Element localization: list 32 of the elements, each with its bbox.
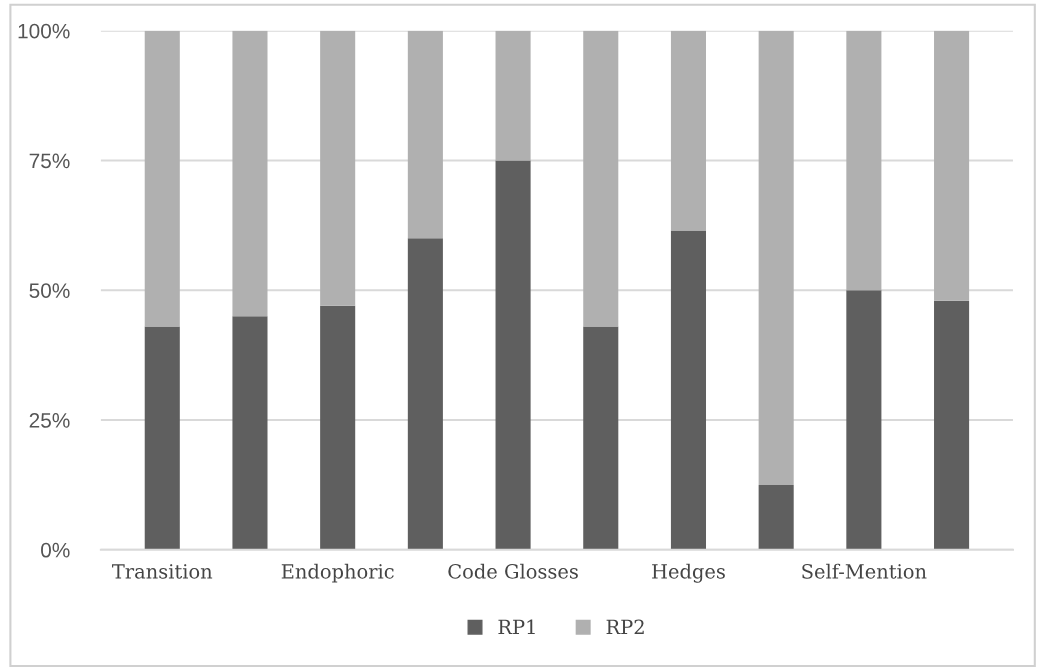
bar (758, 484, 794, 550)
bar (320, 30, 356, 306)
x-tick-label: Endophoric (281, 563, 394, 583)
bar (495, 30, 531, 161)
bar (407, 238, 443, 550)
y-tick-label: 0% (41, 542, 70, 558)
bar (232, 30, 268, 317)
bar (232, 316, 268, 550)
bar (670, 30, 707, 231)
bar (320, 305, 356, 550)
y-tick-label: 50% (29, 283, 70, 298)
y-tick-label: 25% (29, 413, 70, 428)
bar (934, 30, 970, 301)
legend-label: RP2 (606, 619, 644, 634)
x-tick-label: Transition (112, 564, 213, 579)
x-tick-label: Hedges (652, 563, 725, 583)
y-tick-label: 100% (18, 23, 70, 39)
bar (846, 30, 882, 291)
bar (934, 300, 970, 550)
bar (144, 326, 180, 550)
bar (670, 230, 707, 550)
bar (144, 30, 180, 327)
bar (758, 30, 794, 485)
legend-label: RP1 (498, 619, 535, 634)
x-tick-label: Code Glosses (448, 563, 578, 579)
x-tick-label: Self-Mention (802, 563, 927, 579)
bar (495, 160, 531, 550)
y-tick-label: 75% (29, 153, 70, 169)
bar (583, 30, 619, 327)
bar (846, 290, 882, 550)
bar (583, 326, 619, 550)
bar (407, 30, 443, 239)
